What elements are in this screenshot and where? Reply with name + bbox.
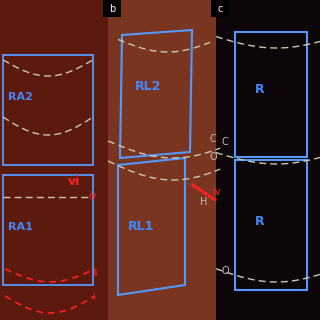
Text: C: C [222, 137, 229, 147]
Text: O: O [210, 152, 218, 162]
Text: b: b [109, 4, 115, 13]
Bar [211, 0, 229, 17]
Text: RL1: RL1 [128, 220, 154, 233]
Bar [3, 55, 93, 165]
Text: i: i [92, 292, 95, 302]
Bar [108, 0, 216, 320]
Bar [3, 175, 93, 285]
Text: H: H [200, 197, 207, 207]
Text: vi: vi [68, 175, 80, 188]
Text: C: C [210, 134, 217, 144]
Text: R: R [255, 215, 265, 228]
Bar [235, 160, 307, 290]
Text: R: R [255, 83, 265, 96]
Text: iv: iv [88, 191, 97, 201]
Text: c: c [217, 4, 223, 13]
Text: RA1: RA1 [8, 222, 33, 232]
Text: ii: ii [92, 268, 98, 278]
Text: iv: iv [212, 187, 220, 197]
Text: RA2: RA2 [8, 92, 33, 102]
Text: O: O [222, 266, 230, 276]
Bar [103, 0, 121, 17]
Text: RL2: RL2 [135, 80, 161, 93]
Bar [235, 32, 307, 157]
Bar [216, 0, 320, 320]
Bar [0, 0, 108, 320]
